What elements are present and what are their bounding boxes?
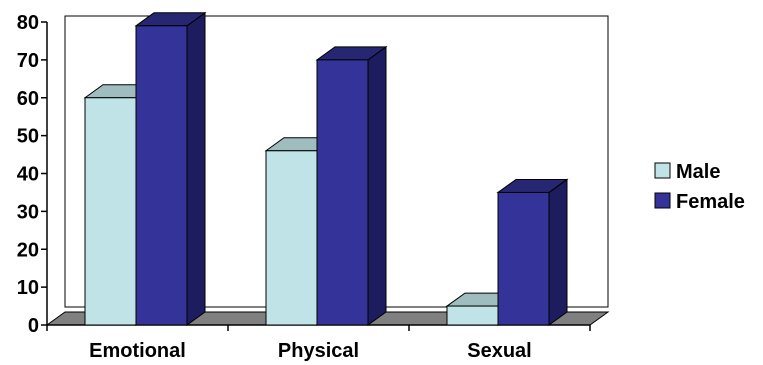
- y-tick-label: 20: [17, 239, 39, 261]
- x-category-label: Sexual: [467, 340, 531, 362]
- bar-front-face: [84, 97, 137, 326]
- y-tick-label: 50: [17, 126, 39, 148]
- category-labels: Emotional Physical Sexual: [89, 340, 532, 362]
- legend: Male Female: [654, 161, 745, 213]
- bar-female-emotional: [134, 11, 207, 326]
- bar-side-face: [548, 178, 568, 326]
- x-category-label: Emotional: [89, 340, 186, 362]
- legend-swatch: [654, 192, 671, 209]
- y-tick-label: 0: [28, 315, 39, 337]
- bar-side-face: [186, 11, 206, 326]
- bar-front-face: [497, 191, 550, 326]
- legend-item-female: Female: [654, 191, 745, 213]
- y-tick-label: 80: [17, 12, 39, 34]
- bar-front-face: [135, 25, 188, 326]
- bar-female-physical: [315, 45, 388, 326]
- chart-bars: [83, 11, 569, 326]
- y-tick-label: 30: [17, 201, 39, 223]
- bar-female-sexual: [496, 178, 569, 326]
- x-category-label: Physical: [278, 340, 359, 362]
- y-tick-label: 70: [17, 50, 39, 72]
- y-tick-label: 60: [17, 88, 39, 110]
- legend-label: Male: [676, 161, 720, 183]
- bar-front-face: [265, 150, 318, 326]
- chart-axes: 0 10 20 30 40 50 60 70 80: [17, 12, 609, 337]
- bar-side-face: [367, 45, 387, 326]
- y-tick-label: 40: [17, 164, 39, 186]
- legend-item-male: Male: [654, 161, 720, 183]
- bar-front-face: [316, 59, 369, 326]
- y-tick-label: 10: [17, 277, 39, 299]
- legend-label: Female: [676, 191, 745, 213]
- legend-swatch: [654, 162, 671, 179]
- bar-front-face: [446, 305, 499, 326]
